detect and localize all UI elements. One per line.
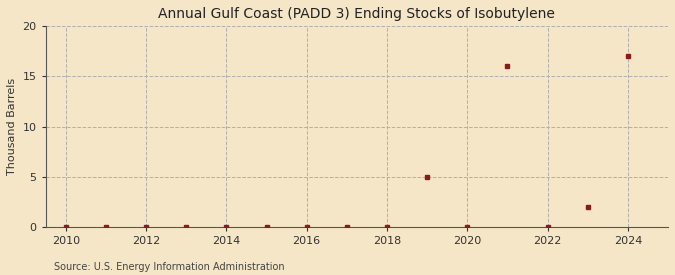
Title: Annual Gulf Coast (PADD 3) Ending Stocks of Isobutylene: Annual Gulf Coast (PADD 3) Ending Stocks… [159, 7, 556, 21]
Text: Source: U.S. Energy Information Administration: Source: U.S. Energy Information Administ… [54, 262, 285, 272]
Y-axis label: Thousand Barrels: Thousand Barrels [7, 78, 17, 175]
